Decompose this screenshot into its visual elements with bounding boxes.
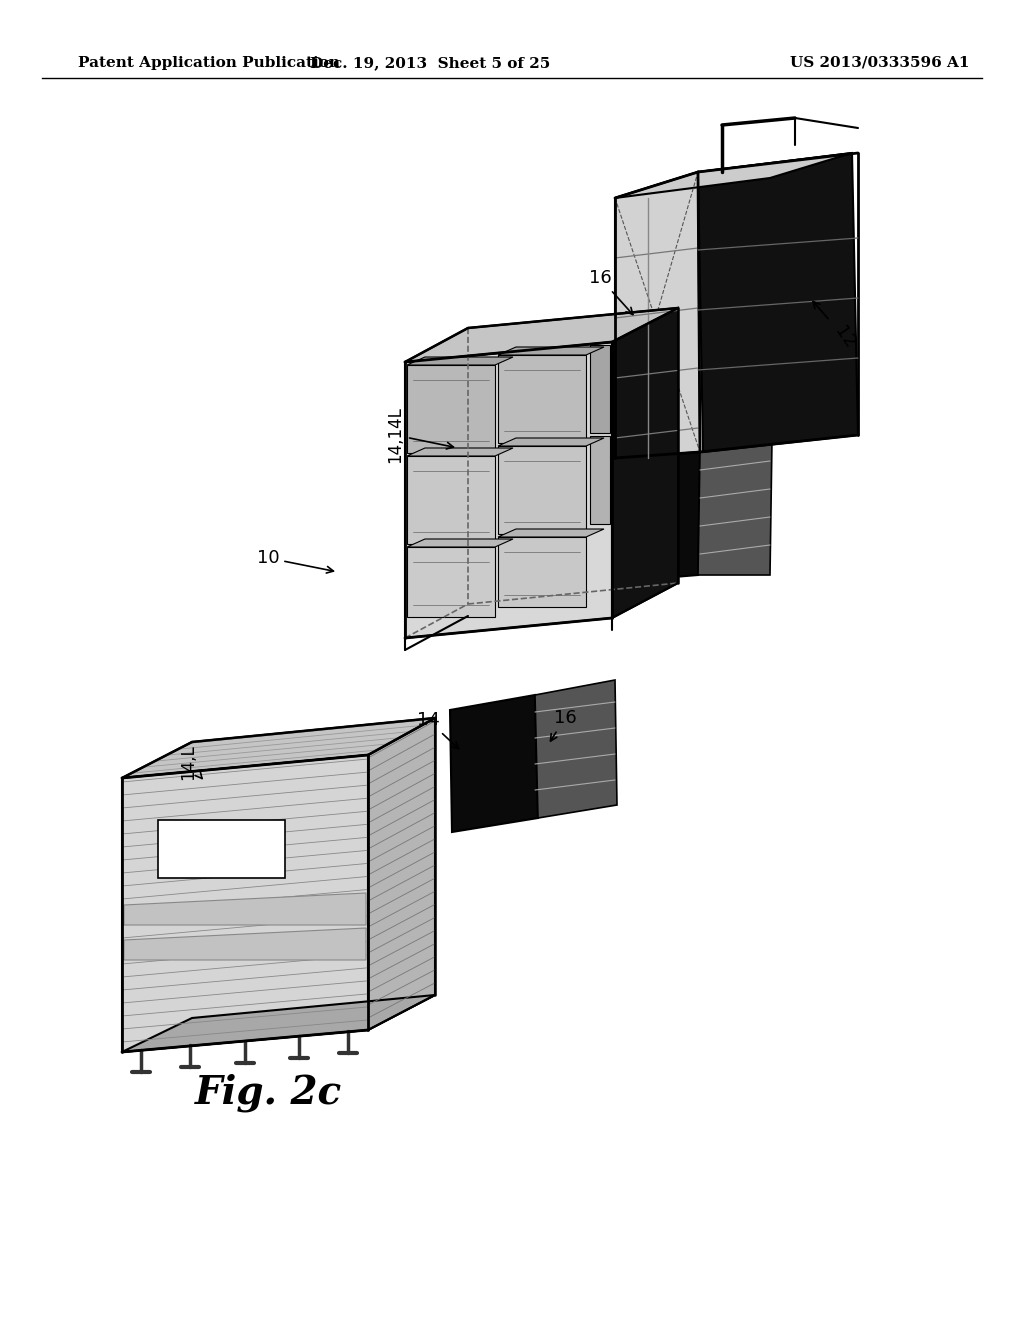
Polygon shape	[407, 539, 513, 546]
Polygon shape	[498, 438, 604, 446]
Text: 14,14L: 14,14L	[386, 407, 454, 463]
Polygon shape	[698, 153, 858, 451]
Polygon shape	[158, 820, 285, 878]
Polygon shape	[406, 308, 678, 362]
Text: 12: 12	[813, 301, 859, 352]
Polygon shape	[615, 172, 700, 458]
Text: Fig. 2c: Fig. 2c	[195, 1073, 342, 1111]
Polygon shape	[450, 696, 538, 832]
Polygon shape	[407, 455, 495, 544]
Text: 16: 16	[589, 269, 633, 314]
Polygon shape	[590, 436, 610, 524]
Polygon shape	[498, 446, 586, 535]
Polygon shape	[407, 356, 513, 366]
Polygon shape	[698, 440, 772, 576]
Polygon shape	[613, 451, 700, 582]
Text: 14: 14	[417, 711, 459, 748]
Polygon shape	[615, 153, 852, 198]
Polygon shape	[407, 366, 495, 453]
Polygon shape	[535, 680, 617, 818]
Polygon shape	[124, 894, 366, 925]
Polygon shape	[407, 546, 495, 616]
Text: US 2013/0333596 A1: US 2013/0333596 A1	[790, 55, 970, 70]
Text: 16: 16	[551, 709, 577, 741]
Polygon shape	[498, 537, 586, 607]
Text: Patent Application Publication: Patent Application Publication	[78, 55, 340, 70]
Polygon shape	[122, 755, 368, 1052]
Polygon shape	[124, 928, 366, 960]
Polygon shape	[122, 718, 435, 777]
Polygon shape	[368, 718, 435, 1030]
Polygon shape	[498, 529, 604, 537]
Polygon shape	[590, 345, 610, 433]
Polygon shape	[498, 347, 604, 355]
Text: 14,L: 14,L	[179, 744, 202, 780]
Polygon shape	[612, 308, 678, 618]
Polygon shape	[122, 995, 435, 1052]
Polygon shape	[406, 342, 612, 638]
Text: 10: 10	[257, 549, 334, 573]
Polygon shape	[407, 447, 513, 455]
Polygon shape	[498, 355, 586, 444]
Text: Dec. 19, 2013  Sheet 5 of 25: Dec. 19, 2013 Sheet 5 of 25	[310, 55, 550, 70]
